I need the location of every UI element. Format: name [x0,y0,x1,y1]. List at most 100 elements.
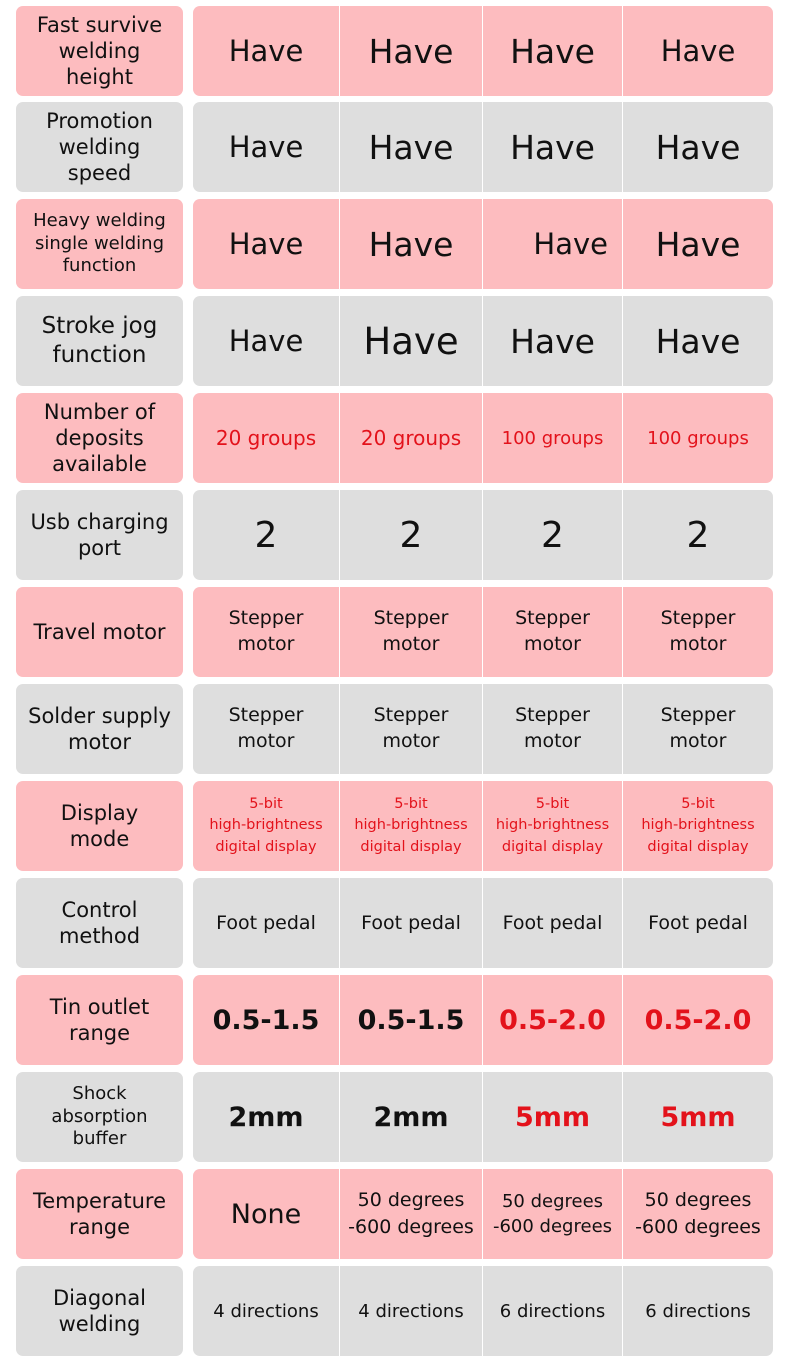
value-cell-1: None [230,1198,302,1230]
value-cell-3: 50 degrees -600 degrees [482,1169,622,1259]
row-values: 4 directions 4 directions 6 directions 6… [193,1266,773,1356]
row-label-cell: Fast survive welding height [16,6,183,96]
row-values: 20 groups 20 groups 100 groups 100 group… [193,393,773,483]
value-cell-4: 2 [622,490,773,580]
row-values: 2 2 2 2 [193,490,773,580]
value-cell-1: 0.5-1.5 [212,1004,320,1036]
table-row-solder-supply-motor: Solder supply motor Stepper motor Steppe… [0,684,790,774]
value-cell-4: Foot pedal [622,878,773,968]
value-cell-4: Have [622,6,773,96]
value-cell-4: Stepper motor [622,587,773,677]
row-values: Stepper motor Stepper motor Stepper moto… [193,587,773,677]
value-cell-4: Have [622,199,773,289]
value-cell-2: 2 [339,490,482,580]
table-row-usb-charging-port: Usb charging port 2 2 2 2 [0,490,790,580]
row-label: Heavy welding single welding function [33,210,166,277]
row-label: Solder supply motor [28,703,171,754]
value-cell-2: 4 directions [339,1266,482,1356]
value-cell-3: Stepper motor [482,684,622,774]
row-label: Travel motor [33,619,166,644]
row-label-cell: Usb charging port [16,490,183,580]
row-label: Diagonal welding [52,1285,147,1336]
row-label: Temperature range [32,1188,167,1239]
value-cell-4: 5mm [622,1072,773,1162]
value-cell-2: Have [339,296,482,386]
value-cell-2: 0.5-1.5 [339,975,482,1065]
value-cell-1: Have [228,324,304,358]
value-cell-3: 6 directions [482,1266,622,1356]
value-cell-2: Have [339,6,482,96]
table-row-stroke-jog-function: Stroke jog function Have Have Have Have [0,296,790,386]
row-values: Have Have Have Have [193,6,773,96]
value-cell-2: 20 groups [339,393,482,483]
value-cell-3: Have [482,102,622,192]
value-cell-2: Stepper motor [339,587,482,677]
row-label-cell: Diagonal welding [16,1266,183,1356]
row-label: Fast survive welding height [36,12,163,90]
value-cell-3: Stepper motor [482,587,622,677]
value-cell-3: 5mm [482,1072,622,1162]
value-cell-3: Have [482,6,622,96]
table-row-promotion-welding-speed: Promotion welding speed Have Have Have H… [0,102,790,192]
value-cell-1: Have [228,34,304,68]
row-values: Foot pedal Foot pedal Foot pedal Foot pe… [193,878,773,968]
value-cell-4: 50 degrees -600 degrees [622,1169,773,1259]
value-cell-3: Have [482,199,622,289]
table-row-control-method: Control method Foot pedal Foot pedal Foo… [0,878,790,968]
value-cell-2: Have [339,102,482,192]
value-cell-3: 0.5-2.0 [482,975,622,1065]
value-cell-2: Stepper motor [339,684,482,774]
row-label: Control method [58,897,141,948]
row-values: 5-bit high-brightness digital display 5-… [193,781,773,871]
row-label: Usb charging port [30,509,169,560]
row-label-cell: Promotion welding speed [16,102,183,192]
row-label: Shock absorption buffer [51,1083,148,1150]
value-cell-1: Stepper motor [228,704,304,752]
value-cell-3: 5-bit high-brightness digital display [482,781,622,871]
value-cell-1: 4 directions [213,1300,319,1322]
row-label: Promotion welding speed [46,108,153,186]
value-cell-4: Have [622,102,773,192]
value-cell-3: Foot pedal [482,878,622,968]
value-cell-1: Have [228,130,304,164]
value-cell-1: 2mm [228,1101,304,1133]
row-label-cell: Shock absorption buffer [16,1072,183,1162]
value-cell-4: 100 groups [622,393,773,483]
value-cell-3: 100 groups [482,393,622,483]
row-values: Have Have Have Have [193,199,773,289]
value-cell-2: Have [339,199,482,289]
value-cell-1: 5-bit high-brightness digital display [209,796,323,855]
row-label-cell: Temperature range [16,1169,183,1259]
row-label-cell: Stroke jog function [16,296,183,386]
row-label-cell: Tin outlet range [16,975,183,1065]
value-cell-4: 0.5-2.0 [622,975,773,1065]
value-cell-1: Stepper motor [228,607,304,655]
value-cell-3: 2 [482,490,622,580]
row-label: Tin outlet range [49,994,150,1045]
value-cell-4: Stepper motor [622,684,773,774]
table-row-shock-absorption-buffer: Shock absorption buffer 2mm 2mm 5mm 5mm [0,1072,790,1162]
row-values: Stepper motor Stepper motor Stepper moto… [193,684,773,774]
value-cell-1: Foot pedal [216,912,316,934]
row-label-cell: Display mode [16,781,183,871]
value-cell-4: 5-bit high-brightness digital display [622,781,773,871]
table-row-tin-outlet-range: Tin outlet range 0.5-1.5 0.5-1.5 0.5-2.0… [0,975,790,1065]
row-label-cell: Number of deposits available [16,393,183,483]
value-cell-2: 5-bit high-brightness digital display [339,781,482,871]
table-row-fast-survive-welding-height: Fast survive welding height Have Have Ha… [0,6,790,96]
value-cell-2: 50 degrees -600 degrees [339,1169,482,1259]
row-values: Have Have Have Have [193,102,773,192]
value-cell-2: Foot pedal [339,878,482,968]
row-label-cell: Heavy welding single welding function [16,199,183,289]
value-cell-1: 2 [254,514,278,556]
row-label: Display mode [60,800,139,851]
row-values: None 50 degrees -600 degrees 50 degrees … [193,1169,773,1259]
row-label: Stroke jog function [41,313,158,368]
value-cell-1: Have [228,227,304,261]
row-values: 0.5-1.5 0.5-1.5 0.5-2.0 0.5-2.0 [193,975,773,1065]
row-label-cell: Solder supply motor [16,684,183,774]
row-label-cell: Control method [16,878,183,968]
value-cell-4: 6 directions [622,1266,773,1356]
table-row-travel-motor: Travel motor Stepper motor Stepper motor… [0,587,790,677]
